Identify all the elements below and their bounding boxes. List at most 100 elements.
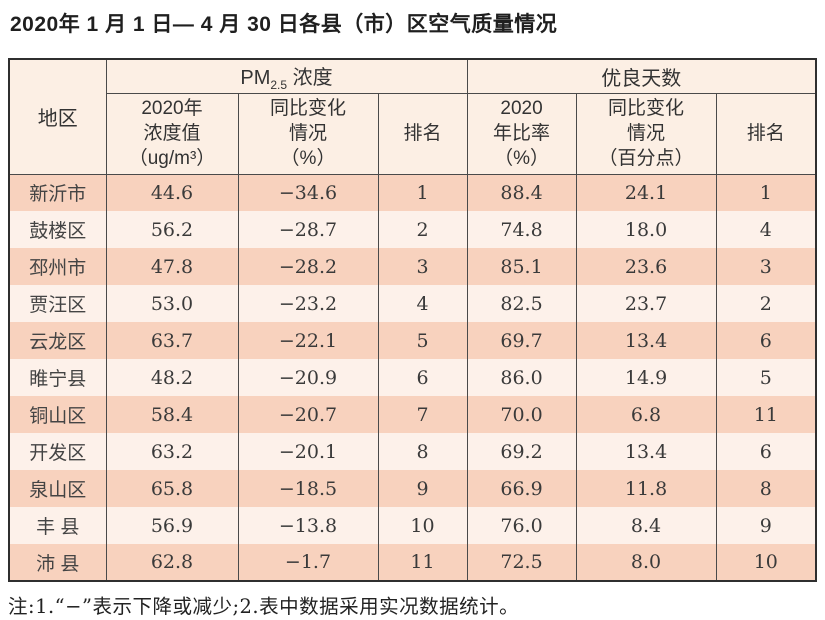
- table-row: 邳州市 47.8 −28.2 3 85.1 23.6 3: [8, 248, 817, 285]
- table-row: 贾汪区 53.0 −23.2 4 82.5 23.7 2: [8, 285, 817, 322]
- pm25-change-header: 同比变化 情况 （%）: [237, 92, 379, 175]
- page-title: 2020年 1 月 1 日— 4 月 30 日各县（市）区空气质量情况: [10, 13, 558, 36]
- air-quality-table: 地区 PM2.5 浓度 优良天数 2020年 浓度值 （ug/m³） 同比变化 …: [8, 58, 818, 582]
- good-rate-cell: 70.0: [466, 396, 577, 433]
- region-cell: 睢宁县: [8, 359, 107, 396]
- good-change-cell: 24.1: [575, 174, 717, 211]
- pm25-value-header: 2020年 浓度值 （ug/m³）: [105, 92, 239, 175]
- good-change-cell: 11.8: [575, 470, 717, 507]
- pm25-value-cell: 63.7: [105, 322, 239, 359]
- pm25-change-cell: −22.1: [237, 322, 379, 359]
- good-rank-cell: 9: [715, 507, 817, 544]
- good-rate-cell: 82.5: [466, 285, 577, 322]
- header-group-row: 地区 PM2.5 浓度 优良天数: [8, 58, 817, 175]
- pm25-value-cell: 47.8: [105, 248, 239, 285]
- pm25-change-cell: −1.7: [237, 544, 379, 581]
- good-rank-cell: 6: [715, 322, 817, 359]
- good-days-group-header: 优良天数: [466, 58, 817, 94]
- pm25-change-cell: −34.6: [237, 174, 379, 211]
- table-header: 地区 PM2.5 浓度 优良天数 2020年 浓度值 （ug/m³） 同比变化 …: [8, 58, 817, 175]
- table-row: 云龙区 63.7 −22.1 5 69.7 13.4 6: [8, 322, 817, 359]
- pm25-change-cell: −18.5: [237, 470, 379, 507]
- good-rank-cell: 2: [715, 285, 817, 322]
- pm25-value-cell: 48.2: [105, 359, 239, 396]
- table-row: 睢宁县 48.2 −20.9 6 86.0 14.9 5: [8, 359, 817, 396]
- region-cell: 沛 县: [8, 544, 107, 581]
- pm25-rank-header: 排名: [377, 92, 468, 175]
- table-body: 新沂市 44.6 −34.6 1 88.4 24.1 1 鼓楼区 56.2 −2…: [8, 174, 817, 581]
- pm25-label-base: PM: [240, 66, 271, 89]
- good-rank-cell: 4: [715, 211, 817, 248]
- good-rank-cell: 10: [715, 544, 817, 581]
- pm25-group-header: PM2.5 浓度: [105, 58, 468, 94]
- table-row: 丰 县 56.9 −13.8 10 76.0 8.4 9: [8, 507, 817, 544]
- pm25-change-cell: −13.8: [237, 507, 379, 544]
- pm25-label-rest: 浓度: [287, 66, 333, 89]
- good-rate-cell: 86.0: [466, 359, 577, 396]
- pm25-rank-cell: 5: [377, 322, 468, 359]
- pm25-change-cell: −20.9: [237, 359, 379, 396]
- good-rate-cell: 69.2: [466, 433, 577, 470]
- good-change-cell: 14.9: [575, 359, 717, 396]
- region-column-header: 地区: [8, 58, 107, 175]
- pm25-change-cell: −23.2: [237, 285, 379, 322]
- pm25-value-cell: 62.8: [105, 544, 239, 581]
- good-rank-header: 排名: [715, 92, 817, 175]
- region-cell: 泉山区: [8, 470, 107, 507]
- pm25-change-cell: −20.1: [237, 433, 379, 470]
- good-rank-cell: 1: [715, 174, 817, 211]
- pm25-change-cell: −28.2: [237, 248, 379, 285]
- pm25-value-cell: 58.4: [105, 396, 239, 433]
- good-rate-cell: 69.7: [466, 322, 577, 359]
- table-row: 铜山区 58.4 −20.7 7 70.0 6.8 11: [8, 396, 817, 433]
- good-change-cell: 6.8: [575, 396, 717, 433]
- header-sub-row: 2020年 浓度值 （ug/m³） 同比变化 情况 （%） 排名 2020 年比…: [9, 92, 817, 175]
- pm25-label-subscript: 2.5: [270, 77, 288, 92]
- table-row: 新沂市 44.6 −34.6 1 88.4 24.1 1: [8, 174, 817, 211]
- good-rate-cell: 76.0: [466, 507, 577, 544]
- pm25-rank-cell: 9: [377, 470, 468, 507]
- good-rate-cell: 74.8: [466, 211, 577, 248]
- good-rank-cell: 8: [715, 470, 817, 507]
- footnote: 注:1.“−”表示下降或减少;2.表中数据采用实况数据统计。: [8, 595, 520, 618]
- good-rate-cell: 72.5: [466, 544, 577, 581]
- good-rank-cell: 11: [715, 396, 817, 433]
- pm25-value-cell: 53.0: [105, 285, 239, 322]
- region-cell: 铜山区: [8, 396, 107, 433]
- region-cell: 开发区: [8, 433, 107, 470]
- region-cell: 邳州市: [8, 248, 107, 285]
- good-change-cell: 8.0: [575, 544, 717, 581]
- pm25-change-cell: −20.7: [237, 396, 379, 433]
- pm25-rank-cell: 6: [377, 359, 468, 396]
- good-rate-header: 2020 年比率 （%）: [466, 92, 577, 175]
- pm25-rank-cell: 3: [377, 248, 468, 285]
- good-change-header: 同比变化 情况 （百分点）: [575, 92, 717, 175]
- good-change-cell: 13.4: [575, 433, 717, 470]
- pm25-rank-cell: 1: [377, 174, 468, 211]
- table-row: 鼓楼区 56.2 −28.7 2 74.8 18.0 4: [8, 211, 817, 248]
- table-row: 泉山区 65.8 −18.5 9 66.9 11.8 8: [8, 470, 817, 507]
- good-change-cell: 23.7: [575, 285, 717, 322]
- pm25-rank-cell: 10: [377, 507, 468, 544]
- table-row: 沛 县 62.8 −1.7 11 72.5 8.0 10: [8, 544, 817, 581]
- table-row: 开发区 63.2 −20.1 8 69.2 13.4 6: [8, 433, 817, 470]
- good-rate-cell: 85.1: [466, 248, 577, 285]
- pm25-change-cell: −28.7: [237, 211, 379, 248]
- pm25-value-cell: 44.6: [105, 174, 239, 211]
- good-change-cell: 18.0: [575, 211, 717, 248]
- good-change-cell: 13.4: [575, 322, 717, 359]
- pm25-value-cell: 56.9: [105, 507, 239, 544]
- good-rank-cell: 5: [715, 359, 817, 396]
- good-rate-cell: 88.4: [466, 174, 577, 211]
- pm25-rank-cell: 8: [377, 433, 468, 470]
- pm25-value-cell: 56.2: [105, 211, 239, 248]
- good-change-cell: 23.6: [575, 248, 717, 285]
- good-rate-cell: 66.9: [466, 470, 577, 507]
- pm25-rank-cell: 4: [377, 285, 468, 322]
- good-rank-cell: 3: [715, 248, 817, 285]
- region-cell: 云龙区: [8, 322, 107, 359]
- pm25-rank-cell: 2: [377, 211, 468, 248]
- good-rank-cell: 6: [715, 433, 817, 470]
- region-cell: 新沂市: [8, 174, 107, 211]
